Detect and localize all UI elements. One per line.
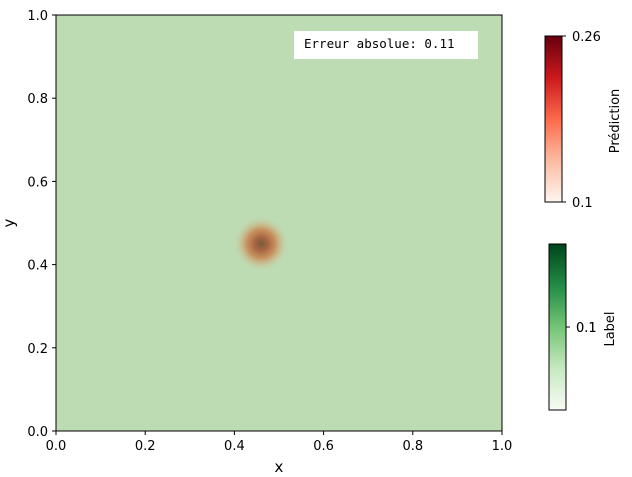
plot-area bbox=[55, 14, 503, 432]
y-tick-label: 0.8 bbox=[27, 92, 48, 107]
y-tick-label: 0.0 bbox=[27, 425, 48, 440]
y-axis-ticks: 0.0 0.2 0.4 0.6 0.8 1.0 bbox=[27, 9, 56, 440]
x-tick-label: 0.8 bbox=[402, 439, 423, 454]
x-tick-label: 0.0 bbox=[46, 439, 67, 454]
prediction-blob bbox=[233, 215, 290, 272]
label-colorbar-tick-label-overlay: 0.1 bbox=[576, 321, 597, 336]
y-axis-label: y bbox=[0, 218, 18, 227]
prediction-colorbar: 0.26 0.1 Prédiction bbox=[544, 30, 623, 211]
error-annotation: Erreur absolue: 0.11 bbox=[294, 31, 478, 59]
x-tick-label: 0.6 bbox=[313, 439, 334, 454]
label-colorbar-gradient bbox=[548, 243, 567, 411]
x-tick-label: 0.2 bbox=[135, 439, 156, 454]
prediction-colorbar-title: Prédiction bbox=[608, 89, 623, 154]
x-axis-ticks: 0.0 0.2 0.4 0.6 0.8 1.0 bbox=[46, 431, 513, 454]
label-colorbar: 0.1 0.1 Label bbox=[548, 243, 618, 411]
y-tick-label: 0.6 bbox=[27, 175, 48, 190]
prediction-colorbar-max-label: 0.26 bbox=[572, 30, 601, 45]
x-tick-label: 1.0 bbox=[492, 439, 513, 454]
plot-frame bbox=[55, 14, 503, 432]
prediction-colorbar-min-label: 0.1 bbox=[572, 196, 593, 211]
x-axis-label: x bbox=[275, 458, 284, 476]
prediction-colorbar-gradient bbox=[544, 35, 563, 203]
y-tick-label: 0.4 bbox=[27, 259, 48, 274]
label-colorbar-tick-label: 0.1 bbox=[576, 321, 597, 336]
x-tick-label: 0.4 bbox=[224, 439, 245, 454]
annotation-box bbox=[294, 31, 478, 59]
y-tick-label: 1.0 bbox=[27, 9, 48, 24]
annotation-text: Erreur absolue: 0.11 bbox=[304, 36, 455, 51]
y-tick-label: 0.2 bbox=[27, 342, 48, 357]
label-colorbar-title: Label bbox=[603, 311, 618, 346]
